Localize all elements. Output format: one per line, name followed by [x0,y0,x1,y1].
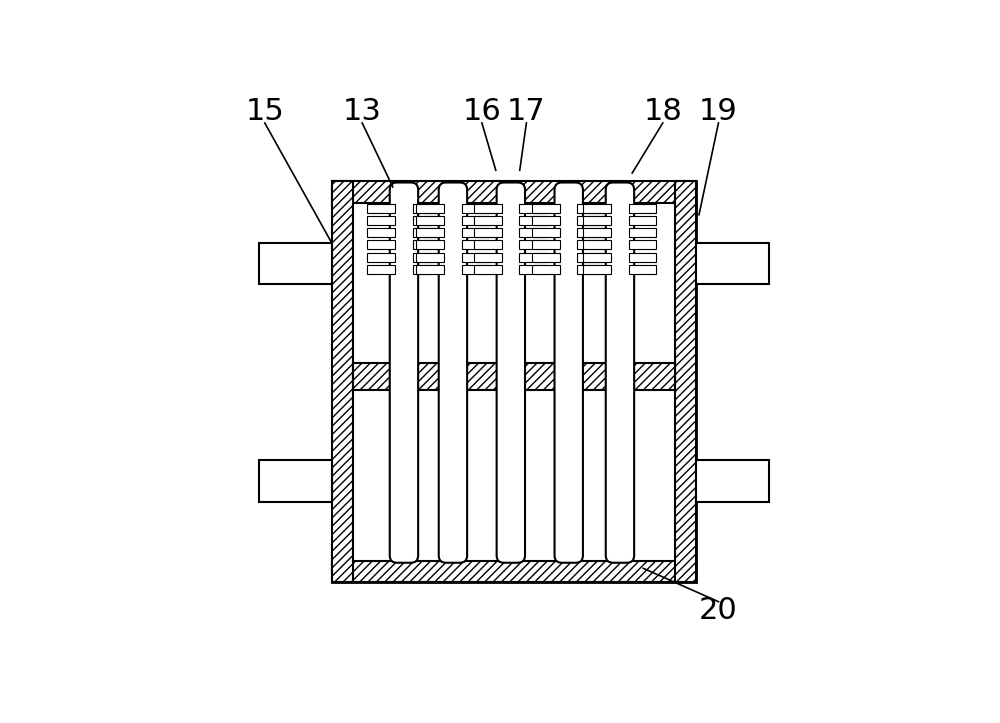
Bar [413,265,440,274]
Bar [259,460,332,502]
Bar [583,252,611,262]
Text: 15: 15 [245,98,284,127]
Bar [413,216,440,225]
Bar [696,460,769,502]
Bar [416,204,444,213]
Bar [519,265,547,274]
FancyBboxPatch shape [439,182,467,562]
Bar [353,202,675,561]
Bar [474,216,502,225]
FancyBboxPatch shape [606,182,634,562]
Bar [532,228,560,237]
Bar [332,559,696,582]
Bar [629,228,656,237]
Bar [519,252,547,262]
Bar [532,265,560,274]
Bar [519,241,547,249]
Bar [629,241,656,249]
Bar [416,216,444,225]
Bar [332,181,696,205]
Bar [577,241,605,249]
Bar [367,228,395,237]
Bar [416,241,444,249]
Bar [416,252,444,262]
Bar [577,228,605,237]
Bar [462,241,489,249]
Bar [577,216,605,225]
Bar [583,241,611,249]
Bar [413,204,440,213]
FancyBboxPatch shape [497,182,525,562]
Bar [367,216,395,225]
Bar [519,216,547,225]
Bar [462,216,489,225]
Bar [577,204,605,213]
Text: 16: 16 [463,98,501,127]
Bar [519,204,547,213]
Bar [696,243,769,284]
Bar [532,241,560,249]
Bar [332,181,696,582]
Bar [367,204,395,213]
Bar [413,252,440,262]
Bar [353,364,675,390]
Bar [367,265,395,274]
Bar [583,204,611,213]
Bar [532,204,560,213]
Text: 18: 18 [643,98,682,127]
Bar [413,241,440,249]
Bar [416,265,444,274]
Bar [629,204,656,213]
Bar [474,252,502,262]
Bar [474,265,502,274]
Bar [519,228,547,237]
Bar [675,181,696,582]
Bar [462,265,489,274]
Bar [367,252,395,262]
Text: 17: 17 [507,98,546,127]
Bar [259,243,332,284]
FancyBboxPatch shape [390,182,418,562]
Bar [413,228,440,237]
Bar [577,265,605,274]
Bar [532,252,560,262]
Bar [474,228,502,237]
Bar [367,241,395,249]
Text: 20: 20 [699,596,738,625]
Bar [416,228,444,237]
Bar [629,216,656,225]
Bar [462,204,489,213]
Bar [577,252,605,262]
Bar [583,228,611,237]
Bar [629,252,656,262]
Bar [474,204,502,213]
Bar [583,265,611,274]
Bar [474,241,502,249]
Bar [583,216,611,225]
Bar [532,216,560,225]
Bar [462,228,489,237]
FancyBboxPatch shape [555,182,583,562]
Bar [462,252,489,262]
Text: 13: 13 [343,98,382,127]
Bar [629,265,656,274]
Bar [332,181,353,582]
Text: 19: 19 [699,98,738,127]
